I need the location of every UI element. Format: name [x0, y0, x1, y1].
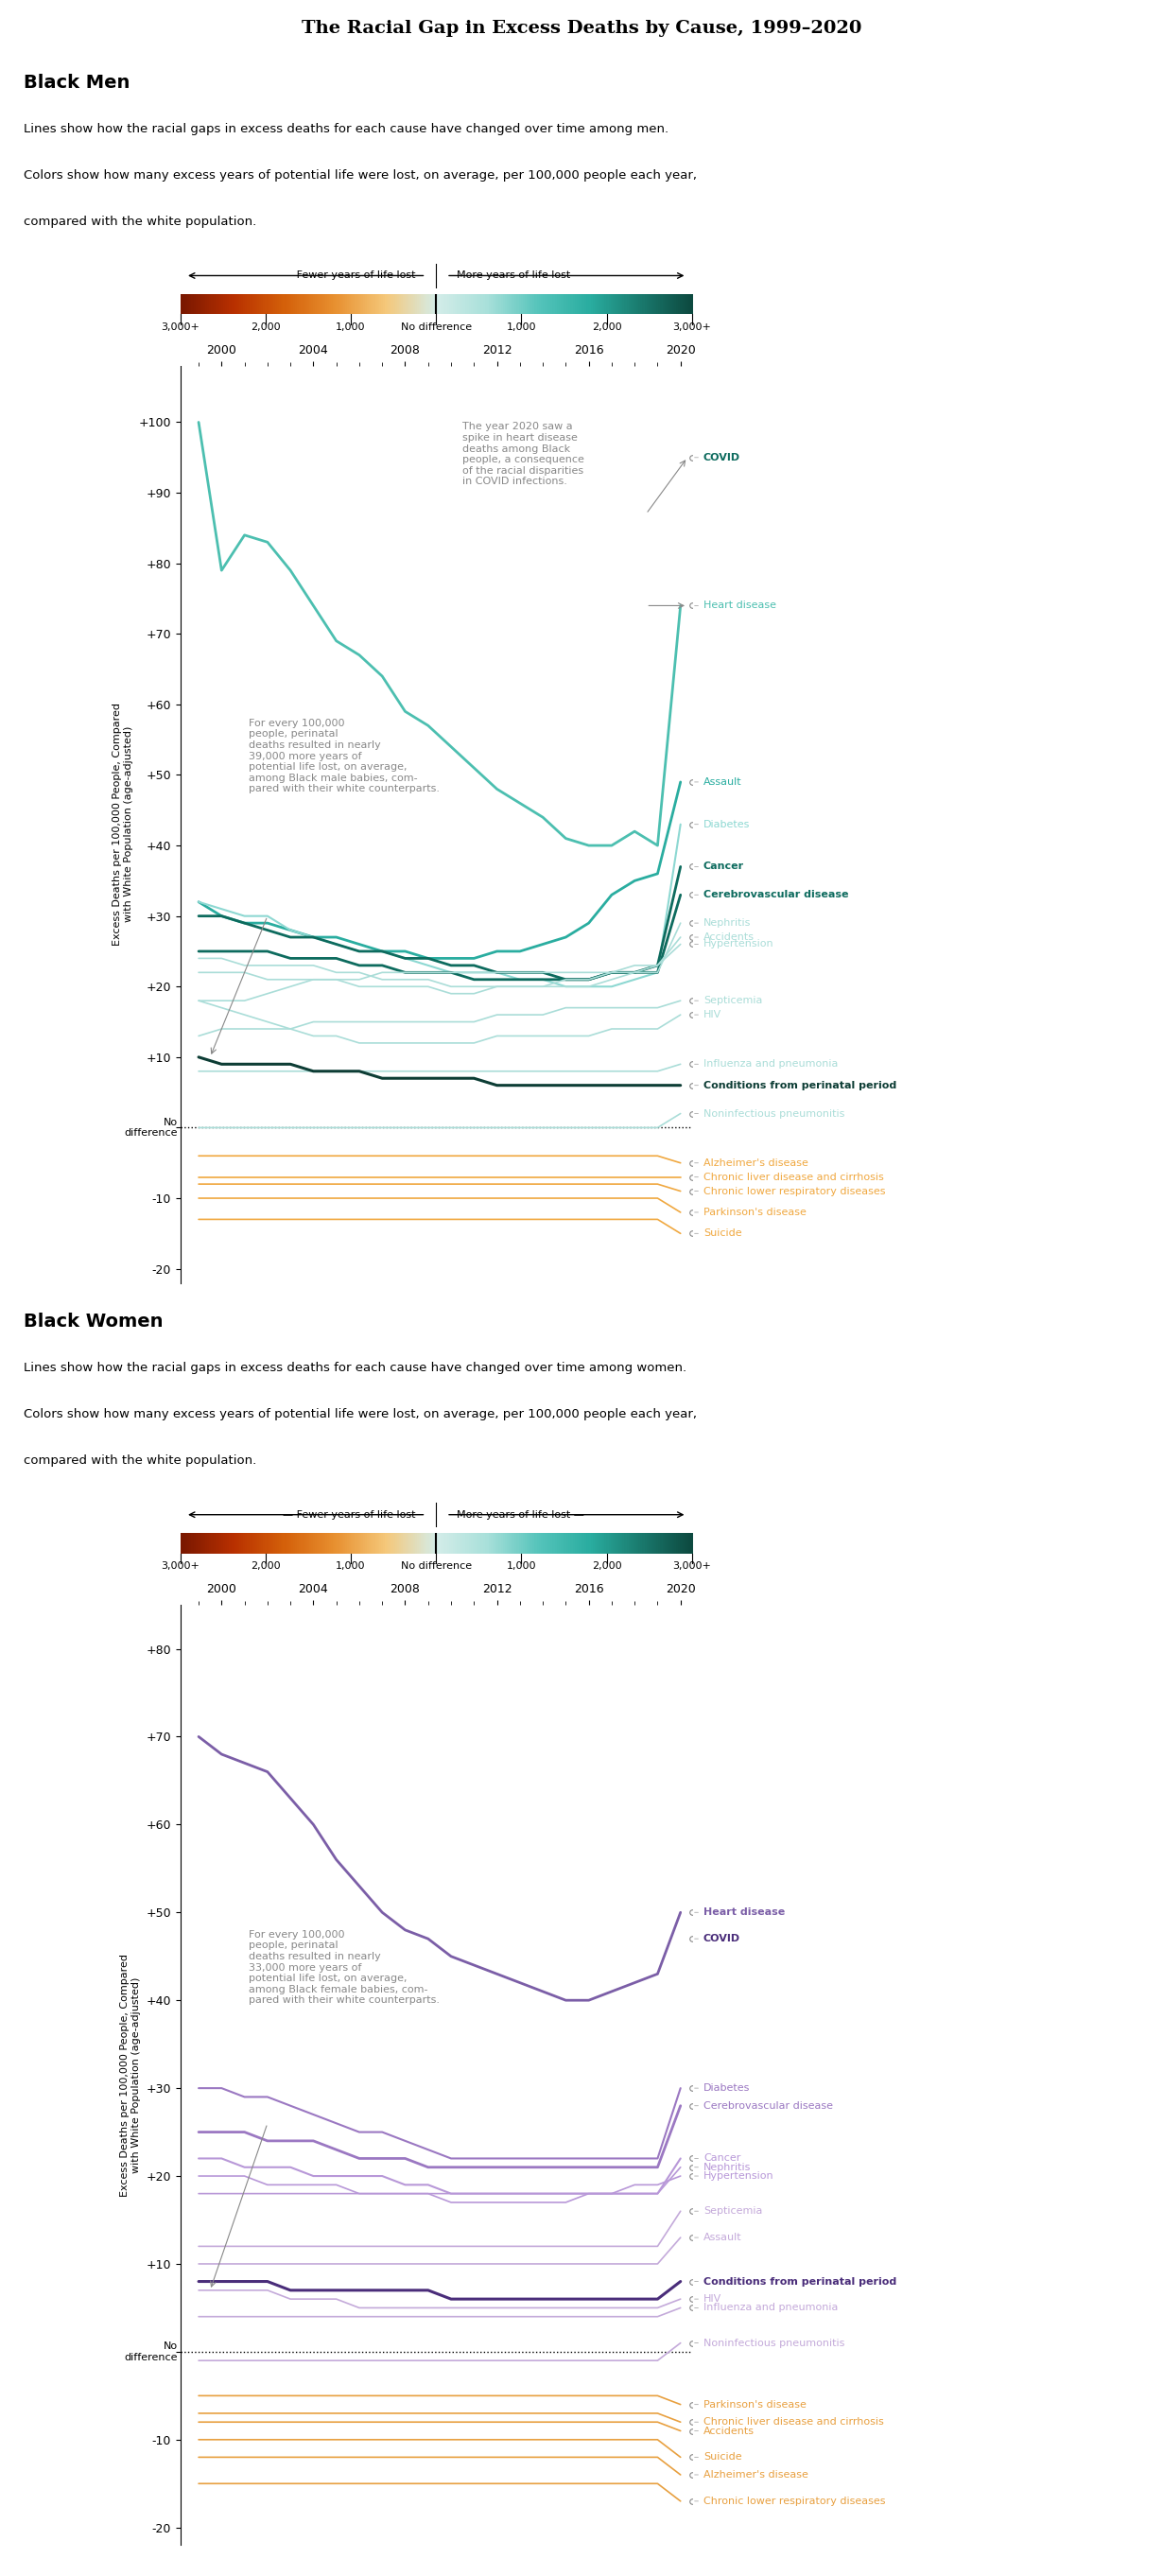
Text: 1,000: 1,000 [336, 322, 365, 332]
Text: Noninfectious pneumonitis: Noninfectious pneumonitis [694, 2339, 844, 2347]
Text: Alzheimer's disease: Alzheimer's disease [694, 2470, 808, 2481]
Text: Lines show how the racial gaps in excess deaths for each cause have changed over: Lines show how the racial gaps in excess… [23, 124, 669, 134]
Text: Chronic liver disease and cirrhosis: Chronic liver disease and cirrhosis [694, 2416, 884, 2427]
Text: The Racial Gap in Excess Deaths by Cause, 1999–2020: The Racial Gap in Excess Deaths by Cause… [301, 21, 862, 36]
Text: Cancer: Cancer [694, 2154, 741, 2164]
Text: Nephritis: Nephritis [694, 920, 751, 927]
Text: Diabetes: Diabetes [694, 819, 750, 829]
Text: Hypertension: Hypertension [694, 940, 775, 948]
Text: Heart disease: Heart disease [694, 1909, 785, 1917]
Text: Black Women: Black Women [23, 1314, 163, 1329]
Y-axis label: Excess Deaths per 100,000 People, Compared
with White Population (age-adjusted): Excess Deaths per 100,000 People, Compar… [113, 703, 134, 945]
Text: Conditions from perinatal period: Conditions from perinatal period [694, 1079, 897, 1090]
Text: Diabetes: Diabetes [694, 2084, 750, 2092]
Text: Alzheimer's disease: Alzheimer's disease [694, 1159, 808, 1167]
Text: — Fewer years of life lost: — Fewer years of life lost [283, 1510, 415, 1520]
Text: Septicemia: Septicemia [694, 2208, 763, 2215]
Text: Chronic lower respiratory diseases: Chronic lower respiratory diseases [694, 1188, 885, 1195]
Text: Cerebrovascular disease: Cerebrovascular disease [694, 891, 849, 899]
Text: Hypertension: Hypertension [694, 2172, 775, 2182]
Text: 2,000: 2,000 [250, 322, 280, 332]
Text: Black Men: Black Men [23, 75, 129, 90]
Text: compared with the white population.: compared with the white population. [23, 216, 256, 227]
Text: 3,000+: 3,000+ [672, 322, 712, 332]
Text: HIV: HIV [694, 2295, 722, 2303]
Text: HIV: HIV [694, 1010, 722, 1020]
Text: 3,000+: 3,000+ [160, 322, 200, 332]
Text: For every 100,000
people, perinatal
deaths resulted in nearly
33,000 more years : For every 100,000 people, perinatal deat… [249, 1929, 440, 2004]
Text: Chronic liver disease and cirrhosis: Chronic liver disease and cirrhosis [694, 1172, 884, 1182]
Text: Accidents: Accidents [694, 933, 755, 943]
Text: — Fewer years of life lost: — Fewer years of life lost [283, 270, 415, 281]
Text: Colors show how many excess years of potential life were lost, on average, per 1: Colors show how many excess years of pot… [23, 1409, 697, 1419]
Text: Septicemia: Septicemia [694, 997, 763, 1005]
Text: Cancer: Cancer [694, 863, 744, 871]
Text: compared with the white population.: compared with the white population. [23, 1455, 256, 1466]
Text: Influenza and pneumonia: Influenza and pneumonia [694, 2303, 839, 2313]
Text: No
difference: No difference [124, 1118, 178, 1139]
Text: Chronic lower respiratory diseases: Chronic lower respiratory diseases [694, 2496, 885, 2506]
Text: Accidents: Accidents [694, 2427, 755, 2434]
Text: Parkinson's disease: Parkinson's disease [694, 2401, 806, 2409]
Text: Suicide: Suicide [694, 1229, 742, 1239]
Text: Cerebrovascular disease: Cerebrovascular disease [694, 2102, 833, 2110]
Text: Colors show how many excess years of potential life were lost, on average, per 1: Colors show how many excess years of pot… [23, 170, 697, 180]
Text: No
difference: No difference [124, 2342, 178, 2362]
Text: 1,000: 1,000 [507, 1561, 536, 1571]
Y-axis label: Excess Deaths per 100,000 People, Compared
with White Population (age-adjusted): Excess Deaths per 100,000 People, Compar… [120, 1953, 141, 2197]
Text: No difference: No difference [400, 322, 472, 332]
Text: For every 100,000
people, perinatal
deaths resulted in nearly
39,000 more years : For every 100,000 people, perinatal deat… [249, 719, 440, 793]
Text: Assault: Assault [694, 2233, 742, 2241]
Text: 2,000: 2,000 [250, 1561, 280, 1571]
Text: 2,000: 2,000 [592, 322, 622, 332]
Text: Noninfectious pneumonitis: Noninfectious pneumonitis [694, 1108, 844, 1118]
Text: Nephritis: Nephritis [694, 2161, 751, 2172]
Text: No difference: No difference [400, 1561, 472, 1571]
Text: Suicide: Suicide [694, 2452, 742, 2463]
Text: Lines show how the racial gaps in excess deaths for each cause have changed over: Lines show how the racial gaps in excess… [23, 1363, 686, 1373]
Text: More years of life lost —: More years of life lost — [457, 1510, 584, 1520]
Text: More years of life lost —: More years of life lost — [457, 270, 584, 281]
Text: 1,000: 1,000 [336, 1561, 365, 1571]
Text: Assault: Assault [694, 778, 742, 786]
Text: 1,000: 1,000 [507, 322, 536, 332]
Text: Influenza and pneumonia: Influenza and pneumonia [694, 1059, 839, 1069]
Text: 3,000+: 3,000+ [160, 1561, 200, 1571]
Text: COVID: COVID [694, 453, 741, 461]
Text: Parkinson's disease: Parkinson's disease [694, 1208, 806, 1216]
Text: The year 2020 saw a
spike in heart disease
deaths among Black
people, a conseque: The year 2020 saw a spike in heart disea… [463, 422, 584, 487]
Text: COVID: COVID [694, 1935, 741, 1942]
Text: Conditions from perinatal period: Conditions from perinatal period [694, 2277, 897, 2285]
Text: 2,000: 2,000 [592, 1561, 622, 1571]
Text: 3,000+: 3,000+ [672, 1561, 712, 1571]
Text: Heart disease: Heart disease [694, 600, 776, 611]
